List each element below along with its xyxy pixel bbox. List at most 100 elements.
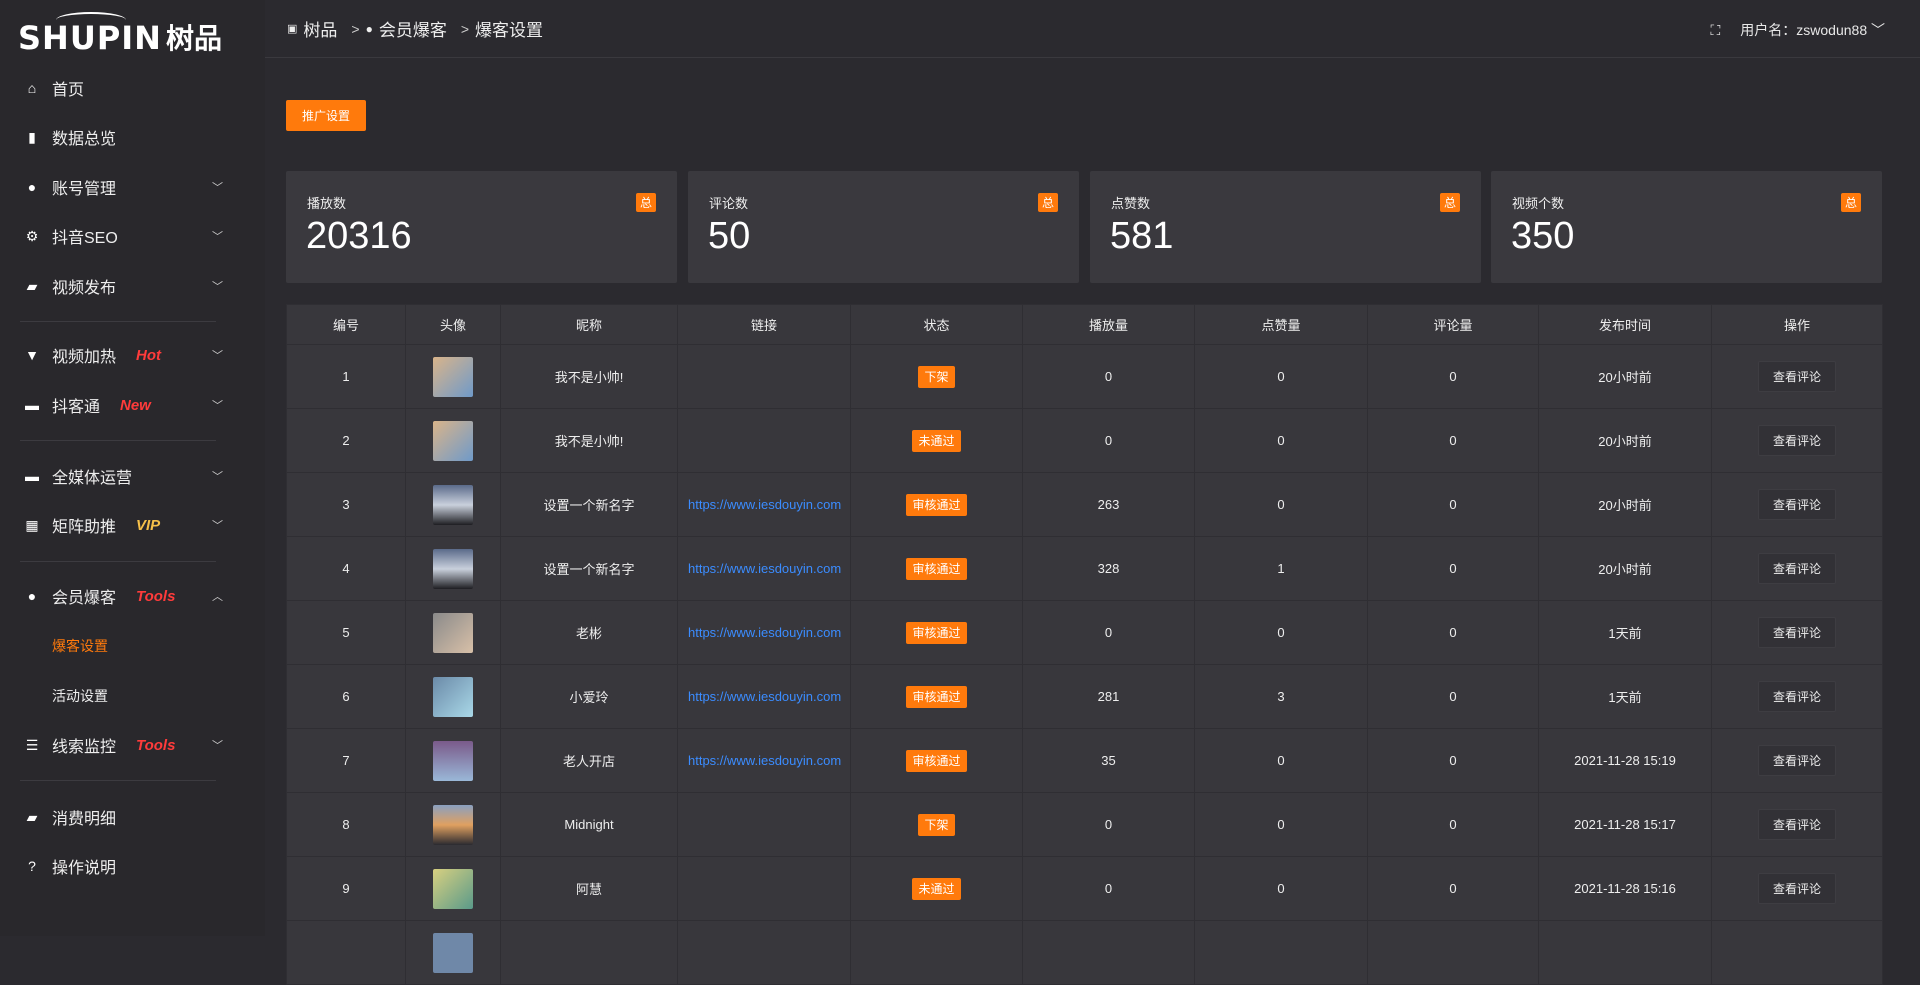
cell-publish-time: 2021-11-28 15:19 bbox=[1538, 728, 1712, 793]
cell-comments: 0 bbox=[1367, 856, 1539, 921]
avatar bbox=[433, 420, 473, 461]
stat-card: 点赞数 581 总 bbox=[1090, 171, 1481, 283]
sidebar-item-6[interactable]: ▼ 视频加热 Hot ﹀ bbox=[0, 335, 265, 375]
column-header: 播放量 bbox=[1022, 304, 1195, 345]
avatar bbox=[433, 548, 473, 589]
user-menu[interactable]: 用户名：zswodun88 ﹀ bbox=[1740, 20, 1885, 40]
user-icon: ● bbox=[27, 179, 37, 195]
view-comments-button[interactable]: 查看评论 bbox=[1757, 873, 1836, 904]
cell-comments: 0 bbox=[1367, 728, 1539, 793]
video-link[interactable]: https://www.iesdouyin.com bbox=[688, 561, 842, 576]
cell-id: 2 bbox=[286, 408, 406, 473]
view-comments-button[interactable]: 查看评论 bbox=[1757, 617, 1836, 648]
cell-likes: 0 bbox=[1194, 344, 1368, 409]
cell-likes: 0 bbox=[1194, 472, 1368, 537]
video-link[interactable]: https://www.iesdouyin.com bbox=[688, 753, 842, 768]
sidebar-item-label: 首页 bbox=[52, 82, 85, 99]
column-header: 头像 bbox=[405, 304, 501, 345]
chevron-icon: ﹀ bbox=[212, 182, 223, 194]
video-link[interactable]: https://www.iesdouyin.com bbox=[688, 625, 842, 640]
total-badge: 总 bbox=[1840, 193, 1861, 212]
sidebar-item-label: 会员爆客 bbox=[52, 590, 117, 607]
cell-id: 8 bbox=[286, 792, 406, 857]
cell-id: 4 bbox=[286, 536, 406, 601]
view-comments-button[interactable]: 查看评论 bbox=[1757, 361, 1836, 392]
column-header: 链接 bbox=[677, 304, 851, 345]
video-link[interactable]: https://www.iesdouyin.com bbox=[688, 689, 842, 704]
username: 用户名：zswodun88 bbox=[1740, 22, 1868, 38]
grid-icon: ▦ bbox=[25, 516, 39, 533]
sidebar-item-label: 抖客通 bbox=[52, 399, 101, 416]
sidebar-item-4[interactable]: ⚙ 抖音SEO ﹀ bbox=[0, 216, 265, 256]
sidebar-item-label: 全媒体运营 bbox=[52, 470, 133, 487]
column-header: 点赞量 bbox=[1194, 304, 1368, 345]
status-badge: 下架 bbox=[918, 814, 955, 836]
sidebar-item-2[interactable]: ▮ 数据总览 bbox=[0, 117, 265, 157]
chevron-icon: ﹀ bbox=[212, 231, 223, 243]
stat-card: 视频个数 350 总 bbox=[1491, 171, 1882, 283]
table-row bbox=[286, 920, 1883, 985]
avatar bbox=[433, 356, 473, 397]
cell-nickname: Midnight bbox=[500, 792, 678, 857]
breadcrumb-item[interactable]: 会员爆客 bbox=[378, 21, 447, 40]
sidebar-item-5[interactable]: ▰ 视频发布 ﹀ bbox=[0, 266, 265, 306]
promo-settings-button[interactable]: 推广设置 bbox=[286, 100, 366, 131]
sidebar-item-7[interactable]: ▬ 抖客通 New ﹀ bbox=[0, 385, 265, 425]
sidebar-item-10[interactable]: ● 会员爆客 Tools ︿ bbox=[0, 576, 265, 616]
logo[interactable]: SHUPIN 树品 bbox=[18, 12, 222, 54]
sidebar-item-1[interactable]: ⌂ 首页 bbox=[0, 68, 265, 108]
avatar bbox=[433, 868, 473, 909]
gear-icon: ⚙ bbox=[25, 227, 39, 244]
chevron-icon: ﹀ bbox=[212, 471, 223, 483]
sidebar-item-3[interactable]: ● 账号管理 ﹀ bbox=[0, 167, 265, 207]
sidebar-item-8[interactable]: ▬ 全媒体运营 ﹀ bbox=[0, 456, 265, 496]
sidebar-item-tag: New bbox=[120, 396, 151, 414]
bar-chart-icon: ▮ bbox=[28, 128, 36, 145]
cell-plays: 328 bbox=[1022, 536, 1195, 601]
sidebar-item-tag: Hot bbox=[136, 346, 161, 364]
cell-comments: 0 bbox=[1367, 536, 1539, 601]
cell-id: 3 bbox=[286, 472, 406, 537]
view-comments-button[interactable]: 查看评论 bbox=[1757, 489, 1836, 520]
table-header: 编号 头像 昵称 链接 状态 播放量 点赞量 评论量 发布时间 操作 bbox=[286, 304, 1883, 345]
breadcrumb-item[interactable]: 树品 bbox=[303, 21, 338, 40]
view-comments-button[interactable]: 查看评论 bbox=[1757, 809, 1836, 840]
video-link[interactable]: https://www.iesdouyin.com bbox=[688, 497, 842, 512]
fullscreen-icon[interactable]: ⛶ bbox=[1710, 21, 1721, 38]
cell-nickname: 设置一个新名字 bbox=[500, 472, 678, 537]
cell-publish-time: 1天前 bbox=[1538, 664, 1712, 729]
chevron-right-icon: > bbox=[351, 20, 360, 37]
sidebar-item-11[interactable]: ☰ 线索监控 Tools ﹀ bbox=[0, 725, 265, 765]
breadcrumb: ▣ 树品 > ● 会员爆客 > 爆客设置 bbox=[287, 16, 549, 41]
cell-plays: 0 bbox=[1022, 408, 1195, 473]
sidebar-item-13[interactable]: ? 操作说明 bbox=[0, 846, 265, 886]
chevron-icon: ﹀ bbox=[212, 281, 223, 293]
view-comments-button[interactable]: 查看评论 bbox=[1757, 681, 1836, 712]
cell-plays: 281 bbox=[1022, 664, 1195, 729]
sidebar-subitem-bao-ke-settings[interactable]: 爆客设置 bbox=[52, 638, 108, 654]
view-comments-button[interactable]: 查看评论 bbox=[1757, 745, 1836, 776]
cell-likes: 3 bbox=[1194, 664, 1368, 729]
chevron-icon: ﹀ bbox=[212, 740, 223, 752]
table-row: 3 设置一个新名字 https://www.iesdouyin.com 审核通过… bbox=[286, 472, 1883, 537]
cell-likes: 0 bbox=[1194, 792, 1368, 857]
status-badge: 审核通过 bbox=[906, 494, 967, 516]
avatar bbox=[433, 612, 473, 653]
sidebar-item-label: 线索监控 bbox=[52, 739, 117, 756]
chat-icon: ▬ bbox=[25, 397, 39, 413]
view-comments-button[interactable]: 查看评论 bbox=[1757, 553, 1836, 584]
sidebar-item-12[interactable]: ▰ 消费明细 bbox=[0, 797, 265, 837]
avatar bbox=[433, 740, 473, 781]
user-crumb-icon: ● bbox=[365, 21, 373, 36]
sidebar-item-tag: VIP bbox=[136, 516, 161, 534]
sidebar-subitem-activity-settings[interactable]: 活动设置 bbox=[52, 688, 108, 704]
sidebar-item-label: 操作说明 bbox=[52, 860, 117, 877]
cell-plays: 35 bbox=[1022, 728, 1195, 793]
cell-likes: 0 bbox=[1194, 408, 1368, 473]
column-header: 发布时间 bbox=[1538, 304, 1712, 345]
sidebar-item-9[interactable]: ▦ 矩阵助推 VIP ﹀ bbox=[0, 505, 265, 545]
help-icon: ? bbox=[28, 858, 36, 874]
divider bbox=[20, 780, 216, 781]
cell-plays: 0 bbox=[1022, 344, 1195, 409]
view-comments-button[interactable]: 查看评论 bbox=[1757, 425, 1836, 456]
